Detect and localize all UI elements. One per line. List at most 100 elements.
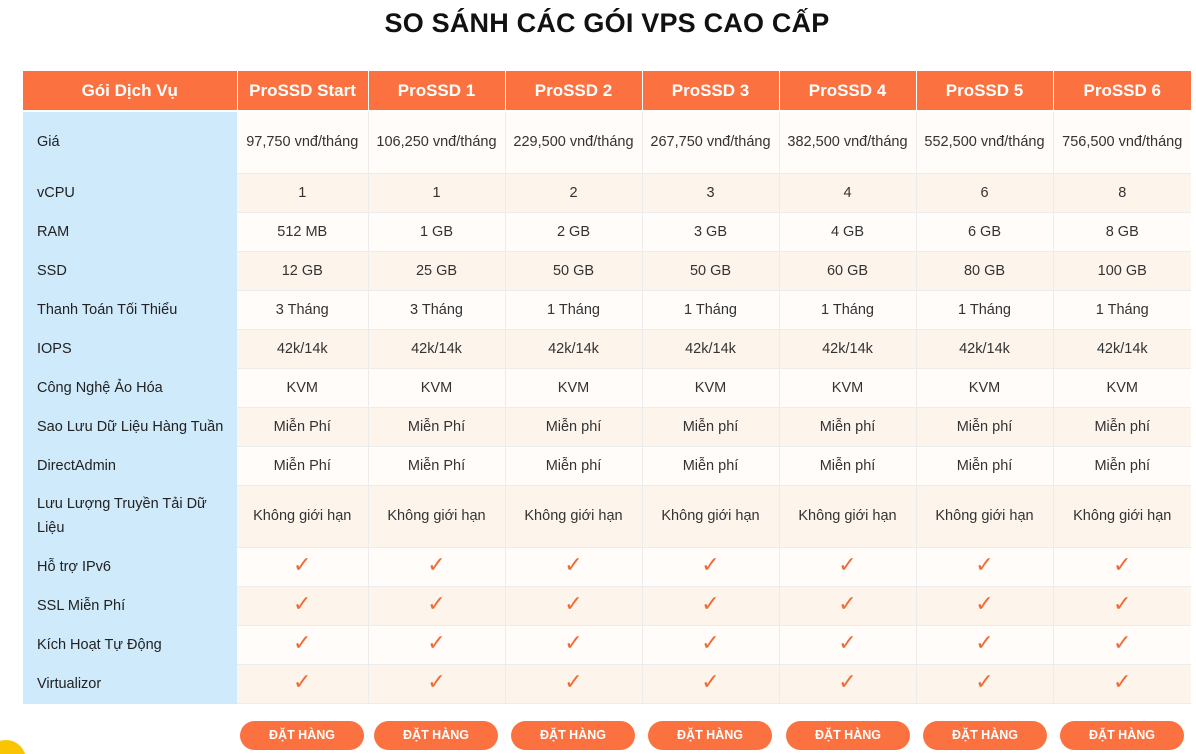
checkmark-icon: ✓ (564, 669, 583, 694)
checkmark-icon: ✓ (838, 591, 857, 616)
header-plan: ProSSD 6 (1053, 71, 1191, 112)
table-cell: Không giới hạn (368, 485, 506, 548)
header-plan: ProSSD 5 (916, 71, 1054, 112)
order-button[interactable]: ĐẶT HÀNG (240, 721, 364, 750)
order-button[interactable]: ĐẶT HÀNG (511, 721, 635, 750)
table-cell: ✓ (642, 664, 780, 704)
table-cell: ✓ (916, 664, 1054, 704)
checkmark-icon: ✓ (838, 630, 857, 655)
order-button[interactable]: ĐẶT HÀNG (648, 721, 772, 750)
checkmark-icon: ✓ (1113, 669, 1132, 694)
table-cell: KVM (642, 368, 780, 408)
table-cell: ✓ (642, 586, 780, 626)
table-row: IOPS 42k/14k 42k/14k 42k/14k 42k/14k 42k/14k 4… (23, 329, 1191, 369)
header-plan: ProSSD Start (237, 71, 369, 112)
table-cell: ✓ (368, 586, 506, 626)
table-cell: 1 Tháng (916, 290, 1054, 330)
table-cell: 42k/14k (1053, 329, 1191, 369)
row-label: DirectAdmin (23, 446, 237, 486)
table-cell: KVM (505, 368, 643, 408)
order-buttons-row: ĐẶT HÀNG ĐẶT HÀNG ĐẶT HÀNG ĐẶT HÀNG ĐẶT HÀNG… (0, 721, 1196, 751)
table-cell: 4 (779, 173, 917, 213)
table-cell: ✓ (368, 625, 506, 665)
table-cell: 42k/14k (916, 329, 1054, 369)
order-button[interactable]: ĐẶT HÀNG (923, 721, 1047, 750)
table-cell: 756,500 vnđ/tháng (1053, 111, 1191, 174)
checkmark-icon: ✓ (427, 552, 446, 577)
table-cell: 1 Tháng (505, 290, 643, 330)
table-cell: ✓ (642, 625, 780, 665)
checkmark-icon: ✓ (975, 552, 994, 577)
row-label: Kích Hoạt Tự Động (23, 625, 237, 665)
row-label: SSD (23, 251, 237, 291)
table-cell: KVM (237, 368, 369, 408)
table-cell: 42k/14k (779, 329, 917, 369)
table-cell: ✓ (1053, 586, 1191, 626)
table-cell: 552,500 vnđ/tháng (916, 111, 1054, 174)
table-cell: 382,500 vnđ/tháng (779, 111, 917, 174)
table-cell: KVM (779, 368, 917, 408)
table-cell: 50 GB (642, 251, 780, 291)
row-label: Thanh Toán Tối Thiểu (23, 290, 237, 330)
table-cell: Miễn phí (916, 407, 1054, 447)
table-cell: 1 GB (368, 212, 506, 252)
table-cell: 42k/14k (642, 329, 780, 369)
row-label: vCPU (23, 173, 237, 213)
checkmark-icon: ✓ (564, 552, 583, 577)
table-row: Công Nghệ Ảo Hóa KVM KVM KVM KVM KVM KVM KVM (23, 368, 1191, 408)
checkmark-icon: ✓ (838, 669, 857, 694)
checkmark-icon: ✓ (427, 669, 446, 694)
checkmark-icon: ✓ (564, 591, 583, 616)
table-cell: Miễn Phí (237, 446, 369, 486)
table-cell: 12 GB (237, 251, 369, 291)
table-cell: ✓ (368, 664, 506, 704)
table-cell: 8 GB (1053, 212, 1191, 252)
table-cell: 229,500 vnđ/tháng (505, 111, 643, 174)
checkmark-icon: ✓ (701, 669, 720, 694)
order-button[interactable]: ĐẶT HÀNG (374, 721, 498, 750)
table-cell: 2 GB (505, 212, 643, 252)
table-cell: Không giới hạn (779, 485, 917, 548)
table-cell: ✓ (779, 586, 917, 626)
table-cell: ✓ (505, 664, 643, 704)
header-plan: ProSSD 3 (642, 71, 780, 112)
table-cell: 1 (237, 173, 369, 213)
table-row: vCPU 1 1 2 3 4 6 8 (23, 173, 1191, 213)
table-cell: 25 GB (368, 251, 506, 291)
table-cell: 100 GB (1053, 251, 1191, 291)
table-cell: Miễn phí (505, 446, 643, 486)
table-cell: Miễn phí (642, 407, 780, 447)
table-cell: ✓ (237, 547, 369, 587)
table-cell: 3 Tháng (237, 290, 369, 330)
row-label: Giá (23, 111, 237, 174)
table-cell: ✓ (916, 586, 1054, 626)
table-row: Lưu Lượng Truyền Tải Dữ Liệu Không giới h… (23, 485, 1191, 548)
table-cell: 6 (916, 173, 1054, 213)
row-label: IOPS (23, 329, 237, 369)
order-button[interactable]: ĐẶT HÀNG (1060, 721, 1184, 750)
table-cell: Miễn Phí (368, 407, 506, 447)
table-cell: ✓ (1053, 625, 1191, 665)
checkmark-icon: ✓ (838, 552, 857, 577)
table-cell: ✓ (1053, 664, 1191, 704)
checkmark-icon: ✓ (564, 630, 583, 655)
table-cell: ✓ (237, 625, 369, 665)
table-cell: ✓ (237, 664, 369, 704)
table-cell: ✓ (916, 547, 1054, 587)
header-row: Gói Dịch Vụ ProSSD Start ProSSD 1 ProSSD… (23, 71, 1191, 112)
table-cell: Không giới hạn (916, 485, 1054, 548)
table-row: SSL Miễn Phí ✓ ✓ ✓ ✓ ✓ ✓ ✓ (23, 586, 1191, 626)
table-cell: 60 GB (779, 251, 917, 291)
table-cell: Miễn phí (779, 407, 917, 447)
checkmark-icon: ✓ (1113, 552, 1132, 577)
table-cell: Miễn phí (1053, 407, 1191, 447)
order-button[interactable]: ĐẶT HÀNG (786, 721, 910, 750)
checkmark-icon: ✓ (701, 591, 720, 616)
table-cell: ✓ (505, 625, 643, 665)
checkmark-icon: ✓ (427, 591, 446, 616)
row-label: Sao Lưu Dữ Liệu Hàng Tuần (23, 407, 237, 447)
table-row: DirectAdmin Miễn Phí Miễn Phí Miễn phí Miễn … (23, 446, 1191, 486)
table-row: Giá 97,750 vnđ/tháng 106,250 vnđ/tháng 229,… (23, 111, 1191, 174)
table-row: Virtualizor ✓ ✓ ✓ ✓ ✓ ✓ ✓ (23, 664, 1191, 704)
table-cell: 42k/14k (368, 329, 506, 369)
